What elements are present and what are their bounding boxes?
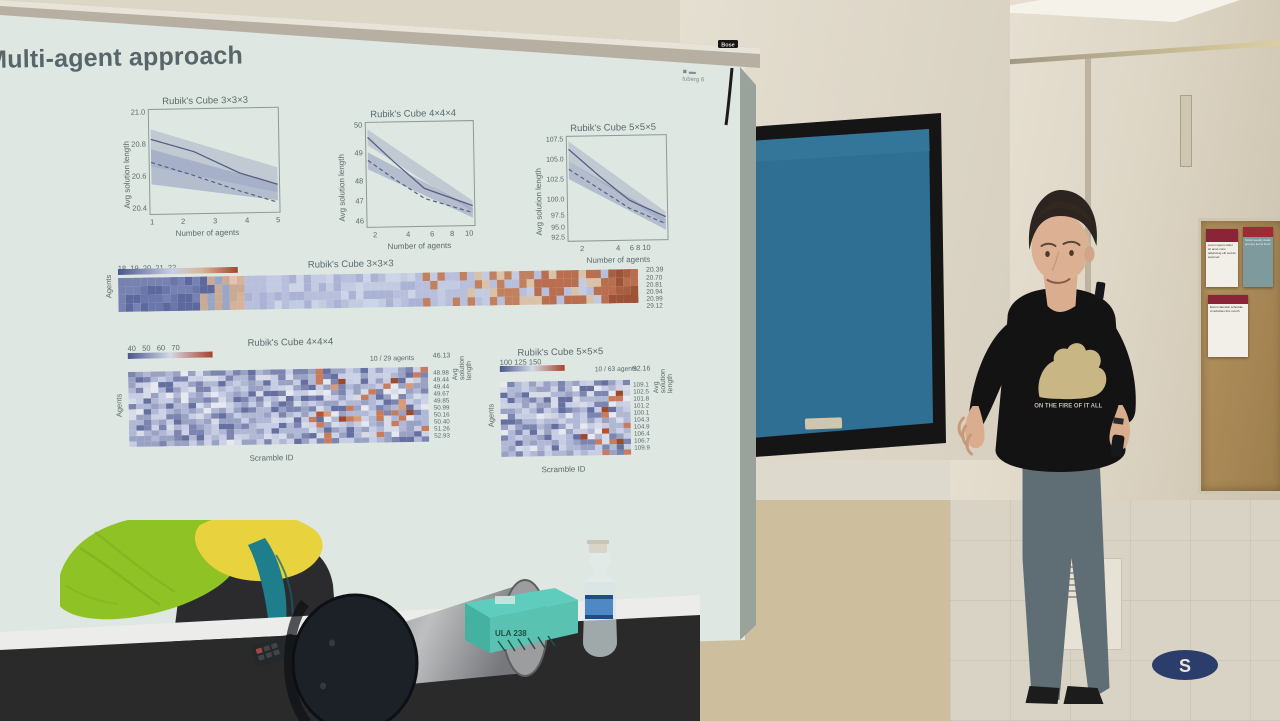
svg-text:49: 49 [354,148,362,157]
svg-text:47: 47 [355,196,363,205]
svg-text:92.5: 92.5 [551,234,565,241]
svg-text:4: 4 [245,216,249,225]
svg-text:Avg solution length: Avg solution length [534,168,544,236]
svg-text:S: S [1179,656,1191,676]
svg-text:20.6: 20.6 [132,172,147,181]
svg-text:46: 46 [356,216,364,225]
svg-text:20.4: 20.4 [132,204,147,213]
svg-text:Rubik's Cube 5×5×5: Rubik's Cube 5×5×5 [570,122,656,134]
svg-text:5: 5 [276,215,280,224]
svg-text:21.0: 21.0 [131,108,146,117]
svg-text:97.5: 97.5 [551,212,565,219]
svg-text:ULA 238: ULA 238 [495,629,527,638]
svg-text:ON THE FIRE OF IT ALL: ON THE FIRE OF IT ALL [1034,403,1102,409]
svg-text:4: 4 [406,230,410,239]
svg-text:2: 2 [181,217,185,226]
svg-text:48: 48 [355,176,363,185]
svg-text:6: 6 [430,229,434,238]
svg-text:8: 8 [450,229,454,238]
svg-text:100.0: 100.0 [547,196,565,203]
svg-text:2: 2 [580,244,584,253]
svg-text:Number of agents: Number of agents [176,228,240,238]
svg-text:10: 10 [465,229,473,238]
svg-text:4: 4 [616,243,620,252]
svg-text:6 8 10: 6 8 10 [630,243,651,252]
svg-text:105.0: 105.0 [546,156,564,163]
svg-text:Avg solution length: Avg solution length [337,154,347,222]
svg-text:1: 1 [150,217,154,226]
svg-text:50: 50 [354,120,362,129]
svg-text:Number of agents: Number of agents [388,241,452,251]
svg-text:Rubik's Cube 4×4×4: Rubik's Cube 4×4×4 [370,108,456,120]
svg-text:3: 3 [213,216,217,225]
svg-text:107.5: 107.5 [546,136,564,143]
svg-text:Avg solution length: Avg solution length [122,141,132,209]
svg-text:Bose: Bose [721,43,734,49]
svg-text:102.5: 102.5 [546,176,564,183]
svg-text:20.8: 20.8 [131,140,146,149]
svg-text:Rubik's Cube 3×3×3: Rubik's Cube 3×3×3 [162,95,248,107]
svg-text:2: 2 [373,230,377,239]
svg-text:95.0: 95.0 [551,224,565,231]
svg-text:Number of agents: Number of agents [587,255,651,265]
